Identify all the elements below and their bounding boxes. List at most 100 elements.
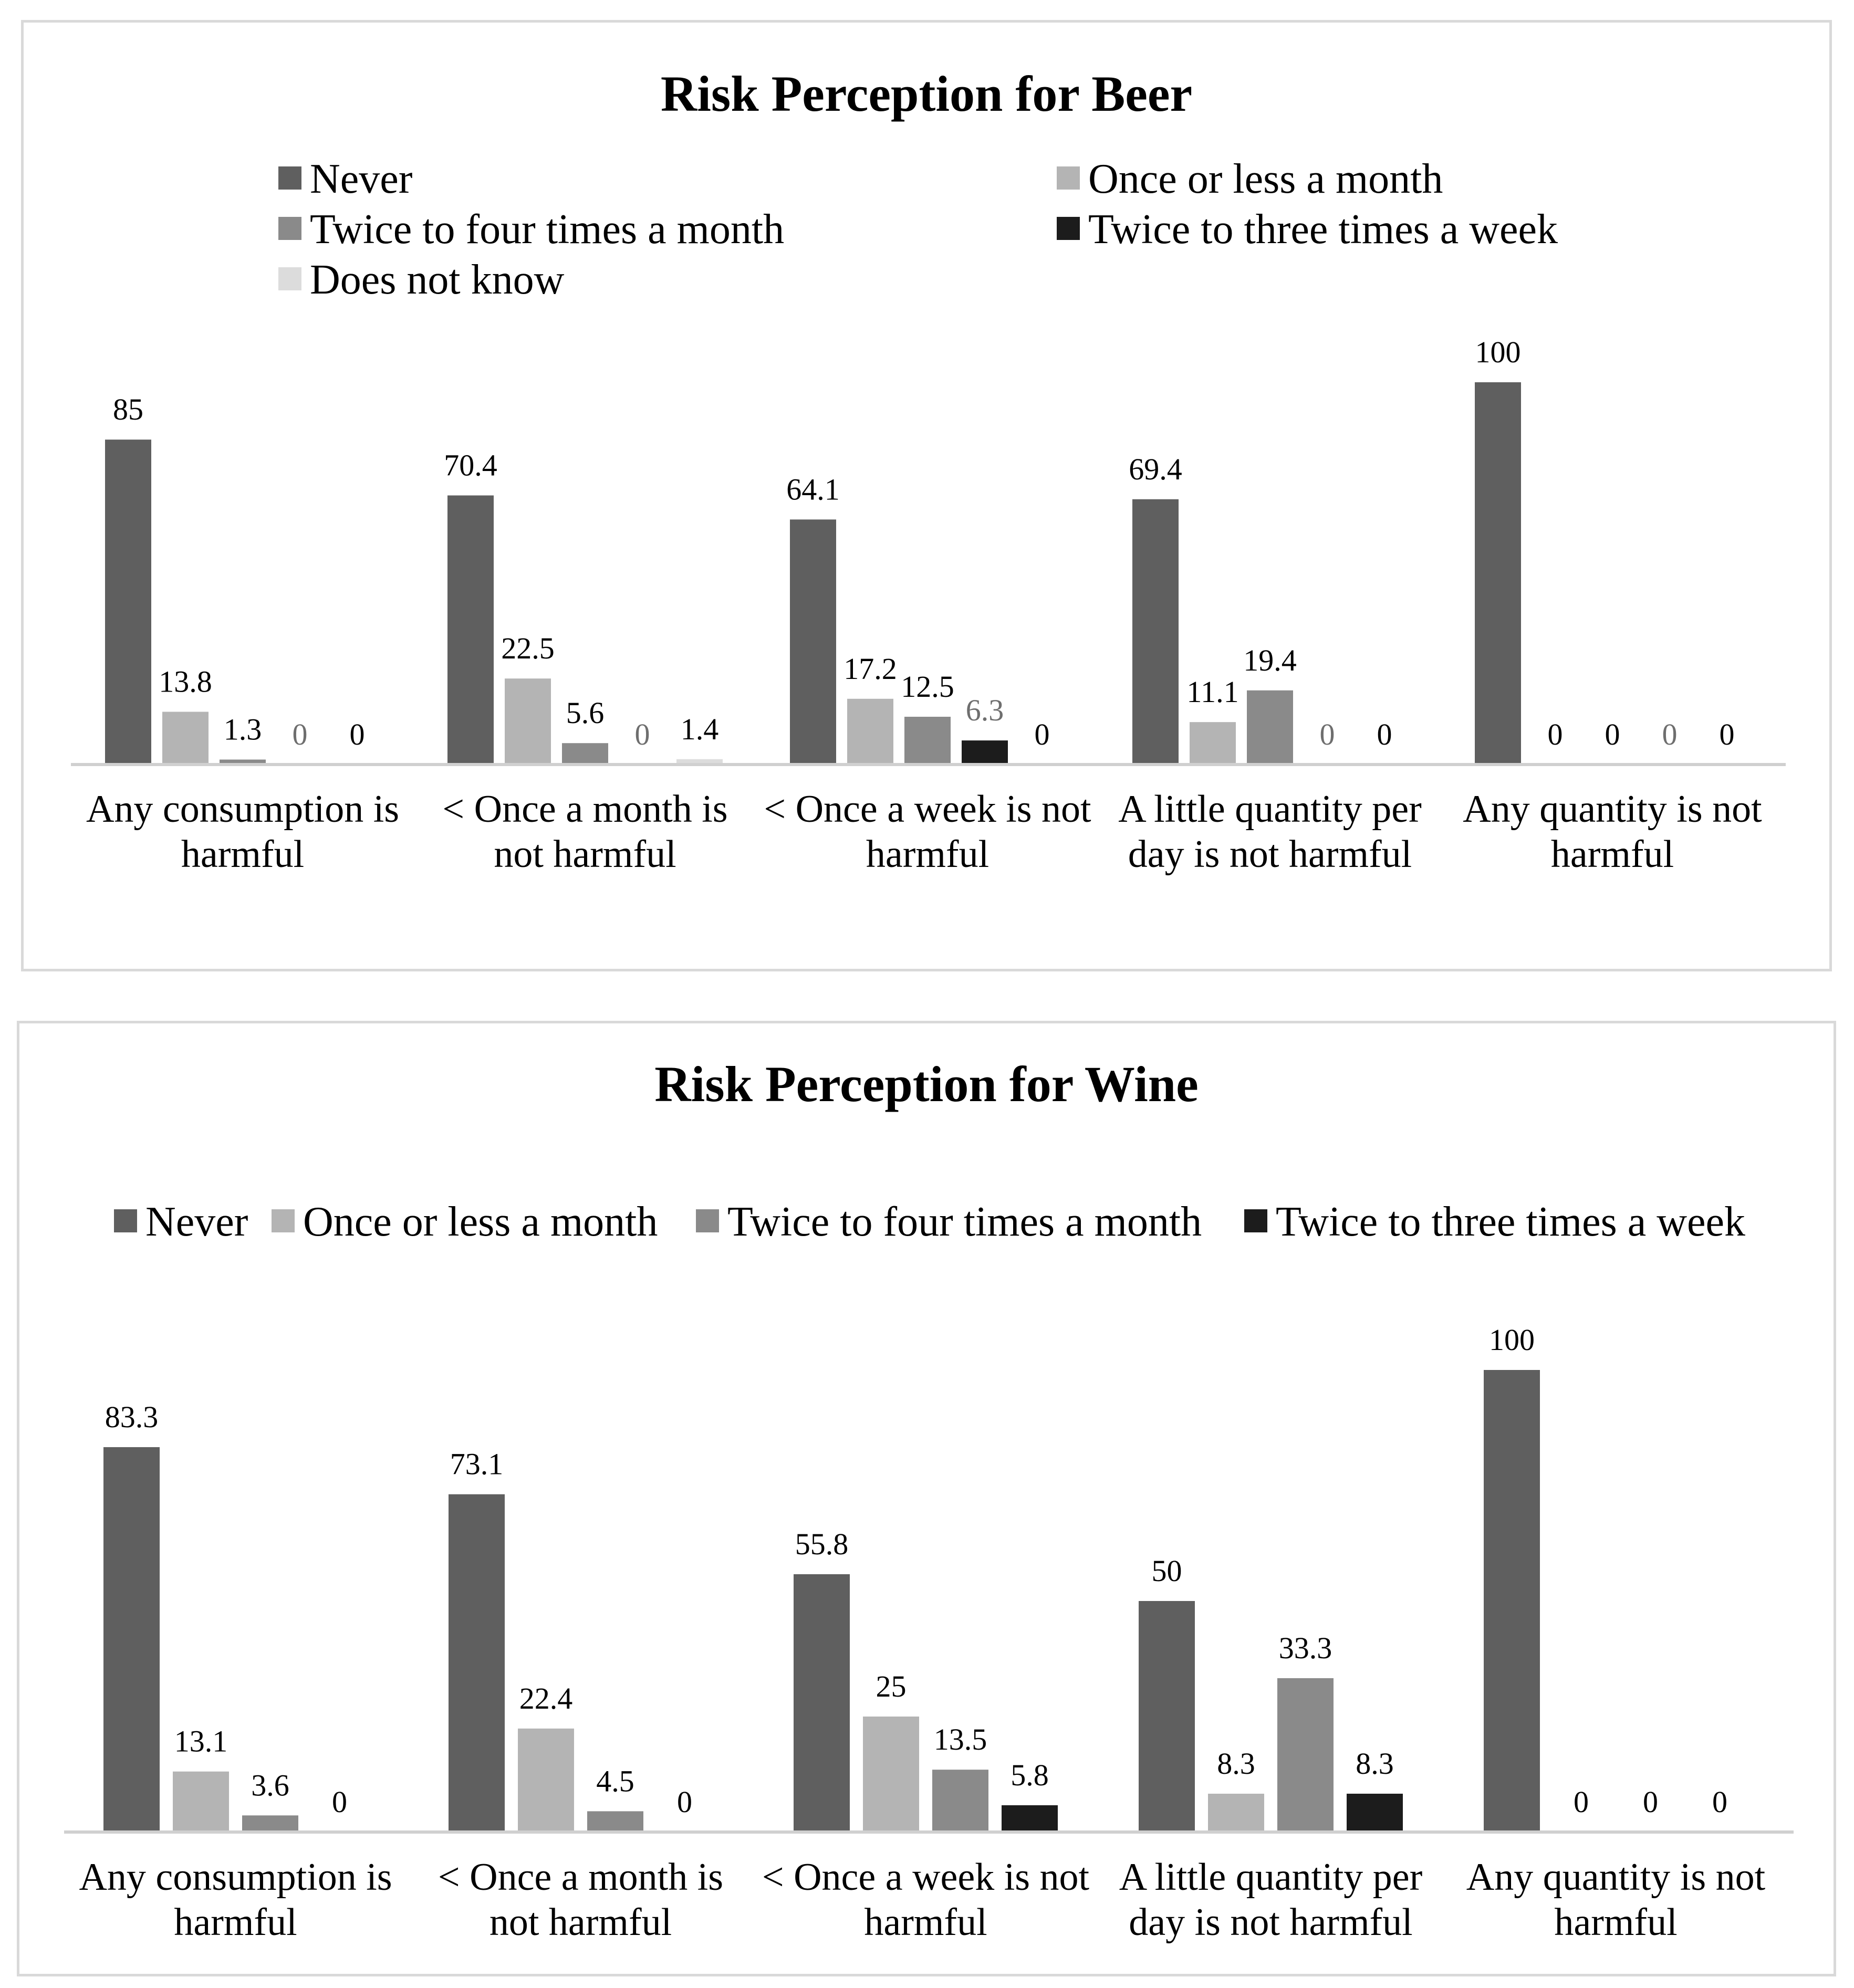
wine-bar-0-1 [173,1771,229,1832]
beer-legend-twice-three-week: Twice to three times a week [1057,208,1558,250]
beer-data-label-1-4: 1.4 [681,712,719,746]
wine-bar-3-3 [1347,1793,1403,1832]
wine-legend-twice-four-month-swatch [696,1209,719,1232]
wine-category-label-2-1: harmful [864,1901,987,1944]
wine-data-label-1-0: 73.1 [450,1447,504,1481]
wine-legend-once-or-less-swatch [272,1209,295,1232]
beer-data-label-4-1: 0 [1548,717,1563,751]
wine-legend-twice-three-week-label: Twice to three times a week [1276,1199,1746,1245]
wine-bar-1-0 [449,1494,505,1832]
beer-category-label-2-1: harmful [866,833,989,876]
wine-category-label-3-1: day is not harmful [1129,1901,1413,1944]
beer-data-label-3-1: 11.1 [1186,675,1238,709]
beer-bar-0-0 [105,440,151,765]
wine-bar-4-0 [1484,1370,1540,1832]
wine-legend-twice-four-month-label: Twice to four times a month [727,1199,1202,1245]
beer-data-label-4-2: 0 [1605,717,1620,751]
wine-legend-twice-three-week: Twice to three times a week [1244,1201,1745,1243]
beer-legend-once-or-less: Once or less a month [1057,158,1443,200]
beer-legend-does-not-know: Does not know [278,259,564,301]
wine-data-label-4-2: 0 [1643,1785,1658,1819]
wine-data-label-4-1: 0 [1574,1785,1589,1819]
beer-bar-1-4 [676,759,723,765]
beer-bar-3-0 [1132,499,1179,765]
wine-bar-0-2 [242,1815,298,1832]
wine-bar-3-2 [1277,1678,1334,1832]
wine-bar-3-1 [1208,1793,1264,1832]
wine-data-label-1-3: 0 [677,1785,692,1819]
wine-data-label-0-3: 0 [332,1785,347,1819]
beer-bar-2-0 [790,519,836,765]
beer-data-label-0-3: 0 [293,717,308,751]
beer-bar-1-2 [562,743,608,765]
wine-category-label-0-0: Any consumption is [79,1856,392,1899]
wine-bar-1-1 [518,1728,574,1832]
wine-category-label-0-1: harmful [174,1901,297,1944]
wine-legend-twice-four-month: Twice to four times a month [696,1201,1202,1243]
beer-data-label-1-2: 5.6 [566,696,605,730]
beer-category-label-1-0: < Once a month is [442,788,727,831]
wine-legend-twice-three-week-swatch [1244,1209,1267,1232]
wine-bar-2-0 [794,1574,850,1832]
beer-category-label-3-1: day is not harmful [1128,833,1412,876]
wine-bar-2-3 [1002,1805,1058,1832]
wine-category-label-4-1: harmful [1554,1901,1677,1944]
beer-bar-0-1 [162,712,209,765]
wine-data-label-0-1: 13.1 [174,1724,228,1759]
beer-bar-1-0 [447,495,494,765]
beer-category-label-2-0: < Once a week is not [764,788,1091,831]
beer-category-label-4-1: harmful [1551,833,1674,876]
beer-legend-twice-three-week-swatch [1057,217,1080,240]
beer-bar-2-1 [847,698,893,765]
wine-data-label-0-0: 83.3 [105,1400,159,1434]
beer-legend-twice-four-month-swatch [278,217,301,240]
wine-legend-never-swatch [114,1209,137,1232]
beer-legend-never-swatch [278,166,301,190]
wine-legend-never: Never [114,1201,248,1243]
beer-legend-twice-three-week-label: Twice to three times a week [1088,206,1558,253]
wine-chart-panel: Risk Perception for Wine Never Once or l… [17,1021,1836,1976]
wine-category-label-4-0: Any quantity is not [1466,1856,1766,1899]
beer-category-label-4-0: Any quantity is not [1463,788,1762,831]
wine-category-label-3-0: A little quantity per [1119,1856,1423,1899]
beer-legend-never-label: Never [310,156,413,202]
wine-data-label-3-3: 8.3 [1356,1746,1394,1781]
beer-data-label-1-3: 0 [635,717,650,751]
beer-data-label-0-0: 85 [113,392,143,426]
beer-chart-panel: Risk Perception for Beer Never Once or l… [21,20,1832,971]
beer-data-label-3-2: 19.4 [1243,643,1297,677]
wine-data-label-1-2: 4.5 [596,1764,634,1798]
beer-data-label-2-2: 12.5 [901,669,954,704]
wine-category-label-1-0: < Once a month is [438,1856,723,1899]
beer-data-label-2-1: 17.2 [843,652,897,686]
beer-category-label-3-0: A little quantity per [1118,788,1422,831]
beer-data-label-3-0: 69.4 [1129,452,1182,486]
beer-category-label-1-1: not harmful [494,833,676,876]
beer-bar-1-1 [505,678,551,765]
beer-data-label-2-4: 0 [1035,717,1050,751]
wine-legend-never-label: Never [145,1199,248,1245]
wine-bar-2-2 [932,1770,988,1832]
wine-chart-title: Risk Perception for Wine [654,1056,1199,1112]
wine-data-label-4-3: 0 [1712,1785,1727,1819]
wine-data-label-0-2: 3.6 [251,1768,289,1802]
beer-data-label-1-0: 70.4 [444,448,497,482]
beer-legend-once-or-less-swatch [1057,166,1080,190]
beer-data-label-3-3: 0 [1320,717,1335,751]
beer-data-label-0-2: 1.3 [224,713,262,747]
wine-legend-once-or-less: Once or less a month [272,1201,658,1243]
wine-bar-1-2 [587,1811,643,1832]
beer-data-label-2-3: 6.3 [966,693,1004,727]
beer-data-label-2-0: 64.1 [786,472,840,506]
wine-bar-3-0 [1139,1601,1195,1832]
beer-data-label-1-1: 22.5 [501,631,555,665]
beer-bar-2-3 [962,740,1008,765]
wine-data-label-1-1: 22.4 [519,1681,573,1715]
wine-data-label-3-1: 8.3 [1217,1746,1255,1781]
beer-category-label-0-1: harmful [181,833,304,876]
beer-data-label-4-4: 0 [1720,717,1735,751]
wine-data-label-2-2: 13.5 [934,1722,987,1756]
beer-bar-3-2 [1247,690,1293,765]
